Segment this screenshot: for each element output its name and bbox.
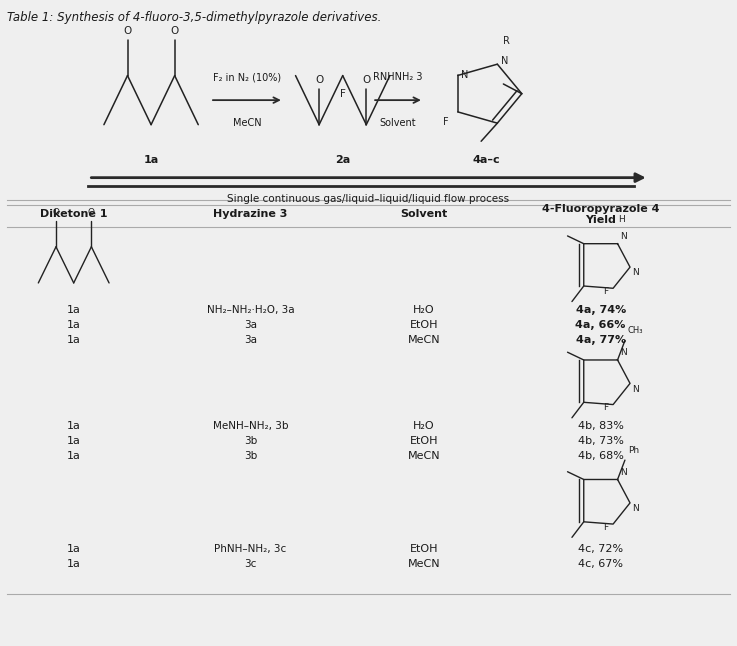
Text: 4b, 68%: 4b, 68% [578,451,624,461]
Text: N: N [620,468,626,477]
Text: Solvent: Solvent [380,118,416,128]
Text: MeCN: MeCN [408,451,440,461]
Text: Hydrazine 3: Hydrazine 3 [214,209,287,220]
Text: 1a: 1a [67,436,80,446]
Text: 4-Fluoropyrazole 4: 4-Fluoropyrazole 4 [542,203,660,214]
Text: 4a, 66%: 4a, 66% [576,320,626,330]
Text: 4b, 73%: 4b, 73% [578,436,624,446]
Text: MeNH–NH₂, 3b: MeNH–NH₂, 3b [213,421,288,432]
Text: 3a: 3a [244,320,257,330]
Text: MeCN: MeCN [408,335,440,345]
Text: Single continuous gas/liquid–liquid/liquid flow process: Single continuous gas/liquid–liquid/liqu… [228,194,509,203]
Text: 4c, 72%: 4c, 72% [578,544,624,554]
Text: EtOH: EtOH [410,544,438,554]
Text: O: O [315,75,324,85]
Text: N: N [501,56,509,66]
Text: 4c, 67%: 4c, 67% [578,559,624,569]
Text: F: F [604,523,609,532]
Text: H₂O: H₂O [413,305,435,315]
Text: Yield: Yield [585,215,616,225]
Text: H₂O: H₂O [413,421,435,432]
Text: F: F [604,287,609,296]
Text: N: N [632,384,639,393]
Text: O: O [88,208,95,217]
Text: 3c: 3c [245,559,256,569]
Text: 3b: 3b [244,436,257,446]
Text: EtOH: EtOH [410,320,438,330]
Text: 2a: 2a [335,155,350,165]
Text: 1a: 1a [67,421,80,432]
Text: 3a: 3a [244,335,257,345]
Text: MeCN: MeCN [233,118,261,128]
Text: 1a: 1a [67,335,80,345]
Text: Table 1: Synthesis of 4-fluoro-3,5-dimethylpyrazole derivatives.: Table 1: Synthesis of 4-fluoro-3,5-dimet… [7,11,382,25]
Text: H: H [618,215,625,224]
Text: NH₂–NH₂·H₂O, 3a: NH₂–NH₂·H₂O, 3a [207,305,294,315]
Text: O: O [170,26,179,36]
Text: 1a: 1a [67,305,80,315]
Text: 1a: 1a [67,451,80,461]
Text: Solvent: Solvent [400,209,447,220]
Text: 1a: 1a [67,544,80,554]
Text: F₂ in N₂ (10%): F₂ in N₂ (10%) [213,72,281,82]
Text: 3b: 3b [244,451,257,461]
Text: 4a, 77%: 4a, 77% [576,335,626,345]
Text: 4b, 83%: 4b, 83% [578,421,624,432]
Text: F: F [340,89,346,98]
Text: 1a: 1a [67,320,80,330]
Text: Ph: Ph [628,446,639,455]
Text: F: F [444,117,449,127]
Text: 4a, 74%: 4a, 74% [576,305,626,315]
Text: N: N [632,504,639,513]
Text: CH₃: CH₃ [628,326,643,335]
Text: RNHNH₂ 3: RNHNH₂ 3 [373,72,423,82]
Text: PhNH–NH₂, 3c: PhNH–NH₂, 3c [214,544,287,554]
Text: F: F [604,403,609,412]
Text: N: N [632,268,639,277]
Text: N: N [620,232,626,241]
Text: Diketone 1: Diketone 1 [40,209,108,220]
Text: 4a–c: 4a–c [472,155,500,165]
Text: R: R [503,36,510,46]
Text: 1a: 1a [144,155,158,165]
FancyBboxPatch shape [0,0,737,36]
Text: N: N [620,348,626,357]
Text: MeCN: MeCN [408,559,440,569]
Text: O: O [123,26,132,36]
Text: EtOH: EtOH [410,436,438,446]
Text: O: O [362,75,371,85]
Text: N: N [461,70,469,81]
Text: O: O [52,208,60,217]
Text: 1a: 1a [67,559,80,569]
